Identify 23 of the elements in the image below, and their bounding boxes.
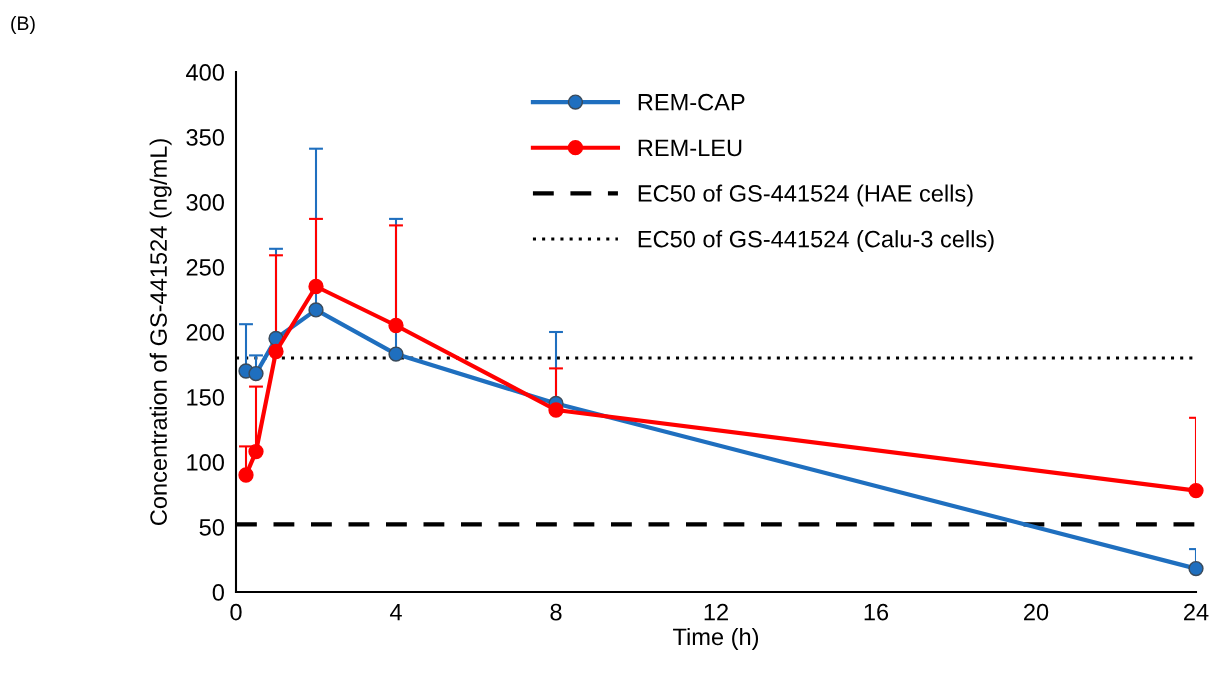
x-axis-title: Time (h) — [673, 627, 759, 650]
legend-label: REM-LEU — [638, 139, 742, 157]
x-tick-label: 4 — [389, 603, 402, 621]
y-tick-label: 350 — [186, 129, 224, 146]
y-axis-title: Concentration of GS-441524 (ng/mL) — [149, 139, 172, 526]
y-tick-label: 100 — [187, 454, 224, 471]
y-tick-label: 250 — [186, 259, 224, 276]
x-tick-label: 16 — [864, 603, 889, 621]
x-tick-label: 12 — [704, 603, 728, 621]
x-tick-label: 24 — [1184, 603, 1209, 621]
y-tick-label: 400 — [186, 64, 224, 81]
legend-label: EC50 of GS-441524 (Calu-3 cells) — [638, 230, 994, 253]
legend-label: EC50 of GS-441524 (HAE cells) — [638, 184, 973, 207]
text: (B) — [11, 15, 35, 35]
x-tick-label: 8 — [550, 603, 562, 621]
y-tick-label: 50 — [199, 519, 224, 536]
y-tick-label: 200 — [186, 324, 224, 341]
x-tick-label: 0 — [230, 603, 242, 621]
x-tick-label: 20 — [1024, 603, 1049, 621]
y-tick-label: 150 — [187, 389, 224, 406]
y-tick-label: 0 — [212, 584, 224, 601]
y-tick-label: 300 — [186, 194, 224, 211]
legend-label: REM-CAP — [638, 93, 745, 111]
